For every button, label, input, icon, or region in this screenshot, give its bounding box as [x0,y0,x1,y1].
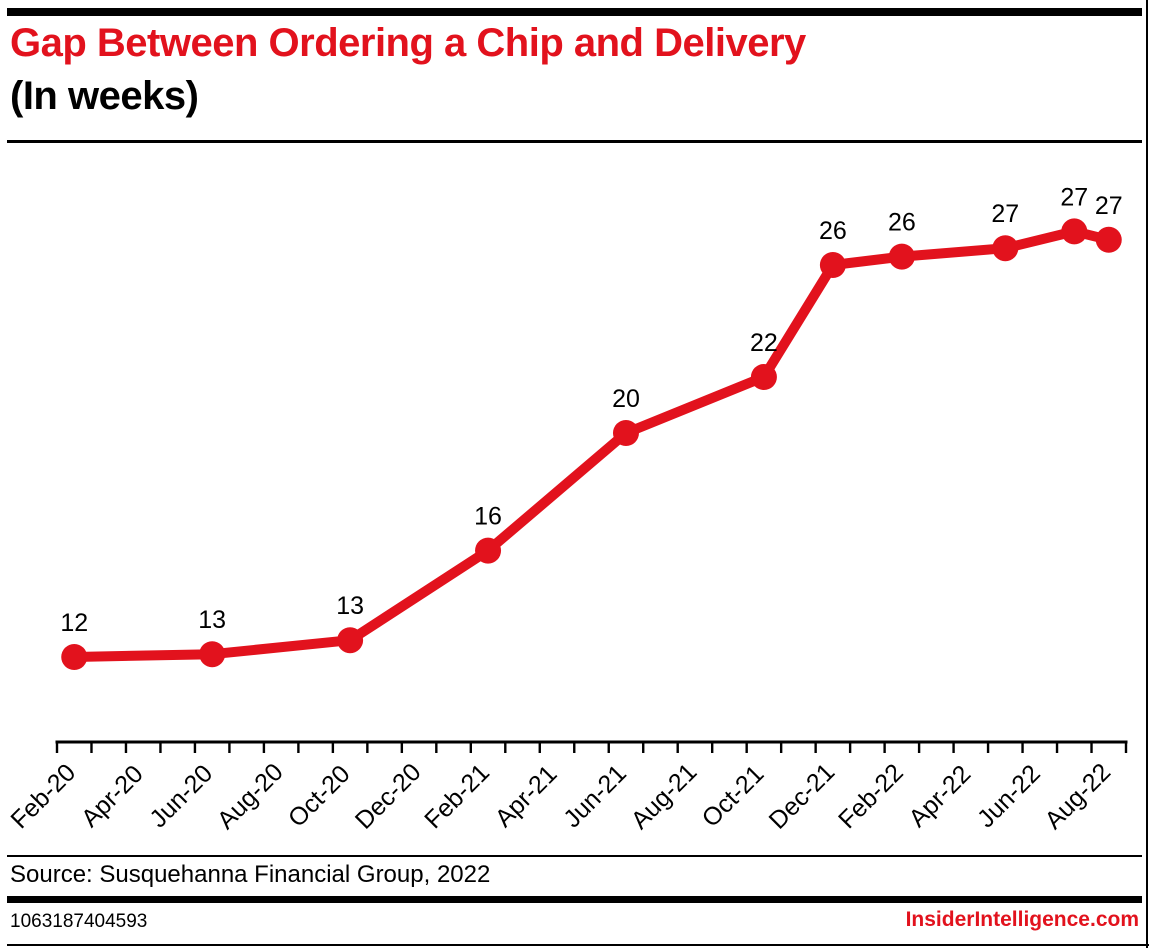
x-axis-tick-label: Aug-22 [1039,758,1116,835]
data-point-label: 26 [888,209,916,237]
x-axis-tick-label: Dec-21 [764,758,841,835]
data-point-label: 27 [1060,183,1088,211]
data-point-marker [992,235,1019,262]
x-axis-tick-label: Feb-22 [833,758,909,834]
x-axis-tick-label: Feb-20 [5,758,81,834]
x-axis-tick-label: Jun-21 [558,759,632,833]
x-axis-tick-label: Feb-21 [419,758,495,834]
x-axis-tick-label: Oct-21 [697,760,770,833]
title-divider [7,140,1142,143]
data-point-label: 13 [336,592,364,620]
data-point-marker [1095,226,1122,253]
footer-divider-top [7,855,1142,857]
x-axis-tick-label: Apr-21 [490,760,563,833]
data-point-marker [199,641,226,668]
x-axis-tick-label: Aug-20 [212,758,289,835]
x-axis-tick-label: Dec-20 [350,758,427,835]
page-title: Gap Between Ordering a Chip and Delivery [10,21,806,65]
page-subtitle: (In weeks) [10,74,199,118]
footer-divider-bottom [7,944,1149,946]
x-axis-tick-label: Apr-22 [903,760,976,833]
data-point-label: 26 [819,217,847,245]
data-line [74,226,1110,662]
x-axis-tick-label: Apr-20 [76,760,149,833]
brand-website-label: InsiderIntelligence.com [905,908,1139,931]
data-point-label: 27 [1095,192,1123,220]
right-edge-border [1146,0,1148,948]
data-point-marker [475,537,502,564]
data-point-marker [337,627,364,654]
data-point-marker [888,243,915,270]
x-axis-tick-label: Aug-21 [626,758,703,835]
data-point-label: 22 [750,329,778,357]
source-note: Source: Susquehanna Financial Group, 202… [10,861,491,888]
x-axis-tick-label: Jun-22 [972,759,1046,833]
data-point-marker [612,420,639,446]
data-point-label: 13 [198,606,226,634]
x-axis-tick-label: Oct-20 [283,760,356,833]
chart-id-number: 1063187404593 [10,911,148,932]
data-point-label: 20 [612,385,640,413]
data-point-marker [819,252,846,278]
x-axis-tick-label: Jun-20 [144,759,218,833]
data-point-marker [750,364,777,390]
footer-thick-bar [7,896,1142,903]
data-point-label: 12 [60,609,88,637]
data-point-label: 27 [991,200,1019,228]
top-black-bar [7,8,1142,16]
data-point-label: 16 [474,503,502,531]
data-point-marker [1061,218,1088,245]
data-point-marker [61,644,88,670]
